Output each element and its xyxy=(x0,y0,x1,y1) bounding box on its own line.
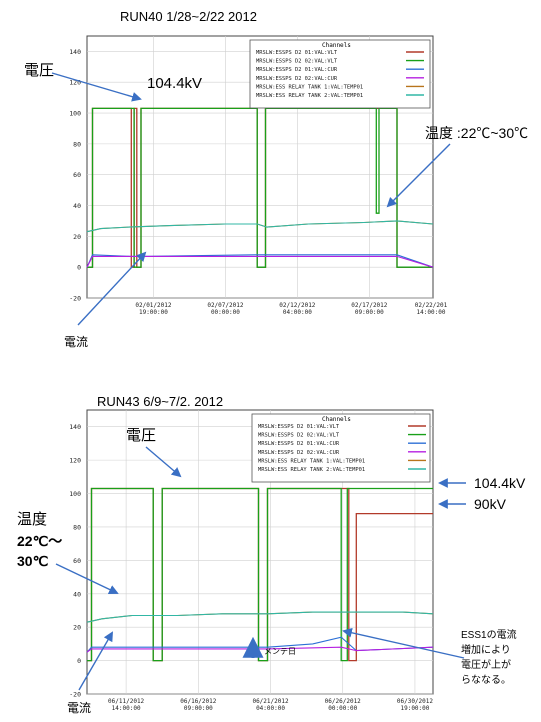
legend-entry-1: MRSLW:ESSPS D2 01:VAL:VLT xyxy=(258,424,340,430)
chart2-current-arrow xyxy=(78,631,113,691)
chart2-current-label: 電流 xyxy=(67,701,91,715)
y-tick-label: 80 xyxy=(73,523,81,531)
legend-entry-4: MRSLW:ESSPS D2 02:VAL:CUR xyxy=(256,76,338,82)
y-tick-label: 40 xyxy=(73,590,81,598)
x-tick-label: 09:00:00 xyxy=(184,705,213,712)
y-tick-label: -20 xyxy=(69,295,81,303)
chart1-y-axis: -20 0 20 40 60 80 100 120 140 xyxy=(69,48,81,303)
x-tick-label: 06/21/2012 xyxy=(252,698,289,705)
y-tick-label: 20 xyxy=(73,624,81,632)
chart2-temp-label2: 22℃～ xyxy=(17,533,62,549)
legend-entry-3: MRSLW:ESSPS D2 01:VAL:CUR xyxy=(258,441,340,447)
legend-entry-6: MRSLW:ESS RELAY TANK 2:VAL:TEMP01 xyxy=(256,93,363,99)
chart2-note-line2: 増加により xyxy=(461,643,511,656)
chart2-temp-arrow xyxy=(55,563,119,595)
chart1-voltage-value: 104.4kV xyxy=(147,75,202,92)
y-tick-label: 0 xyxy=(77,657,81,665)
y-tick-label: 140 xyxy=(69,48,81,56)
chart2-voltage-label: 電圧 xyxy=(126,427,156,444)
chart1-legend: Channels MRSLW:ESSPS D2 01:VAL:VLT MRSLW:… xyxy=(249,39,431,109)
y-tick-label: 60 xyxy=(73,171,81,179)
x-tick-label: 14:00:00 xyxy=(417,309,446,316)
x-tick-label: 00:00:00 xyxy=(328,705,357,712)
series-line-6 xyxy=(86,220,434,233)
chart2-note-line4: らななる。 xyxy=(461,674,511,686)
x-tick-label: 09:00:00 xyxy=(355,309,384,316)
chart2-note-line3: 電圧が上が xyxy=(461,658,511,671)
chart2-note-line1: ESS1の電流 xyxy=(461,628,517,641)
chart2-note-arrow xyxy=(342,627,465,659)
x-tick-label: 06/26/2012 xyxy=(325,698,362,705)
chart2-maintenance-label: メンテ日 xyxy=(264,647,296,656)
y-tick-label: 100 xyxy=(69,110,81,118)
legend-entry-1: MRSLW:ESSPS D2 01:VAL:VLT xyxy=(256,50,338,56)
x-tick-label: 02/22/201 xyxy=(415,302,448,309)
chart2-90-label: 90kV xyxy=(474,496,507,512)
chart1-current-arrow xyxy=(77,251,147,326)
series-line-4 xyxy=(86,255,434,268)
x-tick-label: 02/12/2012 xyxy=(279,302,316,309)
x-tick-label: 04:00:00 xyxy=(283,309,312,316)
legend-entry-2: MRSLW:ESSPS D2 02:VAL:VLT xyxy=(258,433,340,439)
chart1-current-label: 電流 xyxy=(64,335,88,349)
chart1: -20 0 20 40 60 80 100 120 140 02/01/201219:00:00… xyxy=(24,35,528,349)
x-tick-label: 19:00:00 xyxy=(139,309,168,316)
series-line-3 xyxy=(86,254,434,268)
chart1-voltage-label: 電圧 xyxy=(24,62,54,79)
chart1-legend-title: Channels xyxy=(322,42,351,49)
chart2-voltage-arrow xyxy=(145,446,182,478)
x-tick-label: 04:00:00 xyxy=(256,705,285,712)
chart1-temp-arrow xyxy=(386,143,451,208)
y-tick-label: 60 xyxy=(73,557,81,565)
y-tick-label: 140 xyxy=(69,423,81,431)
x-tick-label: 14:00:00 xyxy=(112,705,141,712)
legend-entry-4: MRSLW:ESSPS D2 02:VAL:CUR xyxy=(258,450,340,456)
x-tick-label: 02/17/2012 xyxy=(351,302,388,309)
x-tick-label: 19:00:00 xyxy=(400,705,429,712)
x-tick-label: 06/30/2012 xyxy=(397,698,434,705)
chart2-y-axis: -20 0 20 40 60 80 100 120 140 xyxy=(69,423,81,698)
y-tick-label: 100 xyxy=(69,490,81,498)
legend-entry-5: MRSLW:ESS RELAY TANK 1:VAL:TEMP01 xyxy=(256,84,363,90)
x-tick-label: 06/16/2012 xyxy=(180,698,217,705)
y-tick-label: 0 xyxy=(77,264,81,272)
chart1-temp-label: 温度 :22℃~30℃ xyxy=(425,125,528,141)
chart2-temp-label3: 30℃ xyxy=(17,553,49,569)
chart2-legend: Channels MRSLW:ESSPS D2 01:VAL:VLT MRSLW:… xyxy=(251,413,431,483)
y-tick-label: 120 xyxy=(69,457,81,465)
series-line-2 xyxy=(87,487,433,662)
chart2-title: RUN43 6/9~7/2. 2012 xyxy=(97,394,223,409)
x-tick-label: 02/07/2012 xyxy=(207,302,244,309)
y-tick-label: 80 xyxy=(73,140,81,148)
chart2-legend-title: Channels xyxy=(322,416,351,423)
y-tick-label: -20 xyxy=(69,691,81,699)
x-tick-label: 02/01/2012 xyxy=(135,302,172,309)
legend-entry-2: MRSLW:ESSPS D2 02:VAL:VLT xyxy=(256,59,338,65)
legend-entry-5: MRSLW:ESS RELAY TANK 1:VAL:TEMP01 xyxy=(258,458,365,464)
y-tick-label: 120 xyxy=(69,79,81,87)
legend-entry-6: MRSLW:ESS RELAY TANK 2:VAL:TEMP01 xyxy=(258,467,365,473)
series-line-6 xyxy=(86,611,434,623)
legend-entry-3: MRSLW:ESSPS D2 01:VAL:CUR xyxy=(256,67,338,73)
chart2-series xyxy=(86,487,434,662)
x-tick-label: 06/11/2012 xyxy=(108,698,145,705)
chart1-title: RUN40 1/28~2/22 2012 xyxy=(120,9,257,24)
chart2-1044-label: 104.4kV xyxy=(474,475,526,491)
chart2-temp-label1: 温度 xyxy=(17,511,47,528)
y-tick-label: 40 xyxy=(73,202,81,210)
y-tick-label: 20 xyxy=(73,233,81,241)
x-tick-label: 00:00:00 xyxy=(211,309,240,316)
chart1-voltage-arrow xyxy=(51,72,142,102)
chart2: -20 0 20 40 60 80 100 120 140 06/11/201214:00:00… xyxy=(17,409,526,715)
